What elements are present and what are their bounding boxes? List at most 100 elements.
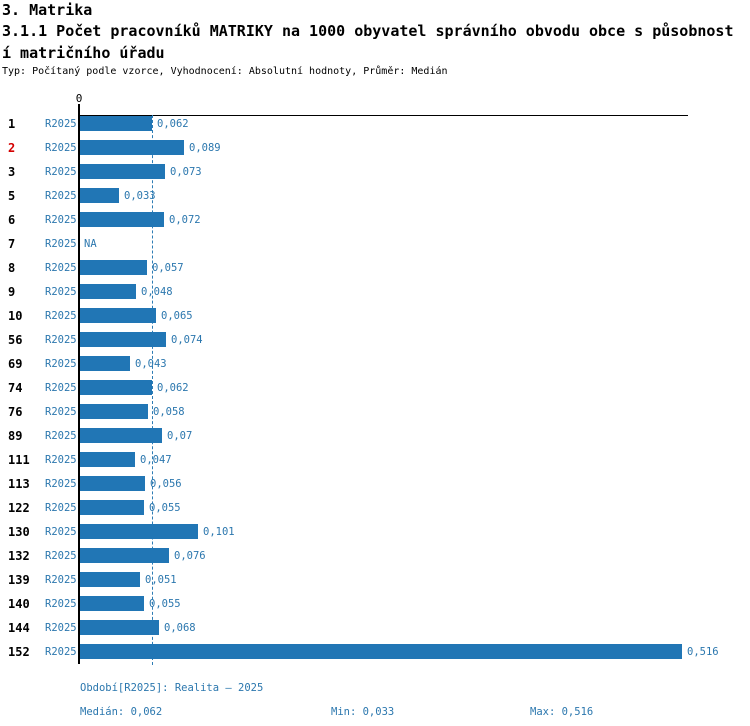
chart-row: 152 R2025 0,516 xyxy=(0,640,750,664)
row-number: 6 xyxy=(8,213,16,227)
bar-value-label: 0,089 xyxy=(189,142,221,154)
value-bar xyxy=(80,356,130,371)
row-period-label: R2025 xyxy=(45,190,77,202)
chart-row: 69 R2025 0,043 xyxy=(0,352,750,376)
value-bar xyxy=(80,404,148,419)
row-number: 5 xyxy=(8,189,16,203)
row-period-label: R2025 xyxy=(45,334,77,346)
bar-value-label: 0,033 xyxy=(124,190,156,202)
axis-zero-tick-label: 0 xyxy=(75,92,83,105)
bar-value-label: 0,062 xyxy=(157,118,189,130)
report-title: 3. Matrika xyxy=(2,1,93,19)
bar-value-label: 0,076 xyxy=(174,550,206,562)
chart-row: 122 R2025 0,055 xyxy=(0,496,750,520)
row-number: 144 xyxy=(8,621,30,635)
bar-value-label: 0,073 xyxy=(170,166,202,178)
chart-row: 89 R2025 0,07 xyxy=(0,424,750,448)
chart-subtitle-line2: í matričního úřadu xyxy=(2,44,165,62)
bar-value-label: 0,055 xyxy=(149,598,181,610)
chart-row: 113 R2025 0,056 xyxy=(0,472,750,496)
bar-value-label: 0,056 xyxy=(150,478,182,490)
row-period-label: R2025 xyxy=(45,430,77,442)
row-period-label: R2025 xyxy=(45,262,77,274)
row-number: 132 xyxy=(8,549,30,563)
row-period-label: R2025 xyxy=(45,598,77,610)
row-number: 8 xyxy=(8,261,16,275)
value-bar xyxy=(80,380,152,395)
bar-value-label: 0,043 xyxy=(135,358,167,370)
chart-row: 5 R2025 0,033 xyxy=(0,184,750,208)
bar-value-label: 0,058 xyxy=(153,406,185,418)
row-period-label: R2025 xyxy=(45,454,77,466)
chart-row: 2 R2025 0,089 xyxy=(0,136,750,160)
value-bar xyxy=(80,164,165,179)
row-number: 1 xyxy=(8,117,16,131)
bar-value-label: 0,074 xyxy=(171,334,203,346)
row-number: 56 xyxy=(8,333,23,347)
row-number: 122 xyxy=(8,501,30,515)
chart-type-info: Typ: Počítaný podle vzorce, Vyhodnocení:… xyxy=(2,66,448,77)
bar-value-label: 0,065 xyxy=(161,310,193,322)
chart-row: 8 R2025 0,057 xyxy=(0,256,750,280)
bar-value-label: 0,072 xyxy=(169,214,201,226)
row-number: 140 xyxy=(8,597,30,611)
chart-row: 140 R2025 0,055 xyxy=(0,592,750,616)
bar-value-label: 0,068 xyxy=(164,622,196,634)
row-period-label: R2025 xyxy=(45,502,77,514)
bar-value-label: 0,062 xyxy=(157,382,189,394)
value-bar xyxy=(80,596,144,611)
chart-row: 9 R2025 0,048 xyxy=(0,280,750,304)
value-bar xyxy=(80,308,156,323)
row-period-label: R2025 xyxy=(45,238,77,250)
row-number: 74 xyxy=(8,381,23,395)
footer-max-label: Max: 0,516 xyxy=(530,706,594,718)
row-number: 113 xyxy=(8,477,30,491)
chart-row: 111 R2025 0,047 xyxy=(0,448,750,472)
value-bar xyxy=(80,260,147,275)
axis-top-baseline xyxy=(78,115,688,116)
row-period-label: R2025 xyxy=(45,406,77,418)
chart-row: 6 R2025 0,072 xyxy=(0,208,750,232)
bar-value-label: 0,057 xyxy=(152,262,184,274)
value-bar xyxy=(80,284,136,299)
row-number: 2 xyxy=(8,141,16,155)
value-bar xyxy=(80,452,135,467)
row-number: 9 xyxy=(8,285,16,299)
row-period-label: R2025 xyxy=(45,214,77,226)
row-number: 3 xyxy=(8,165,16,179)
value-bar xyxy=(80,500,144,515)
value-bar xyxy=(80,644,682,659)
row-period-label: R2025 xyxy=(45,166,77,178)
row-period-label: R2025 xyxy=(45,358,77,370)
row-number: 152 xyxy=(8,645,30,659)
row-number: 130 xyxy=(8,525,30,539)
chart-row: 7 R2025 NA xyxy=(0,232,750,256)
chart-row: 144 R2025 0,068 xyxy=(0,616,750,640)
row-period-label: R2025 xyxy=(45,310,77,322)
row-period-label: R2025 xyxy=(45,118,77,130)
row-number: 139 xyxy=(8,573,30,587)
chart-row: 56 R2025 0,074 xyxy=(0,328,750,352)
value-bar xyxy=(80,620,159,635)
bar-value-label: 0,047 xyxy=(140,454,172,466)
bar-value-label: 0,055 xyxy=(149,502,181,514)
value-bar xyxy=(80,332,166,347)
bar-value-label: 0,516 xyxy=(687,646,719,658)
row-number: 111 xyxy=(8,453,30,467)
row-period-label: R2025 xyxy=(45,382,77,394)
row-period-label: R2025 xyxy=(45,478,77,490)
row-period-label: R2025 xyxy=(45,574,77,586)
chart-row: 3 R2025 0,073 xyxy=(0,160,750,184)
chart-row: 76 R2025 0,058 xyxy=(0,400,750,424)
chart-row: 10 R2025 0,065 xyxy=(0,304,750,328)
row-period-label: R2025 xyxy=(45,550,77,562)
footer-median-label: Medián: 0,062 xyxy=(80,706,163,718)
chart-row: 139 R2025 0,051 xyxy=(0,568,750,592)
value-bar xyxy=(80,524,198,539)
value-bar xyxy=(80,140,184,155)
bar-value-label: 0,051 xyxy=(145,574,177,586)
chart-row: 1 R2025 0,062 xyxy=(0,112,750,136)
bar-value-label: 0,07 xyxy=(167,430,193,442)
row-period-label: R2025 xyxy=(45,622,77,634)
